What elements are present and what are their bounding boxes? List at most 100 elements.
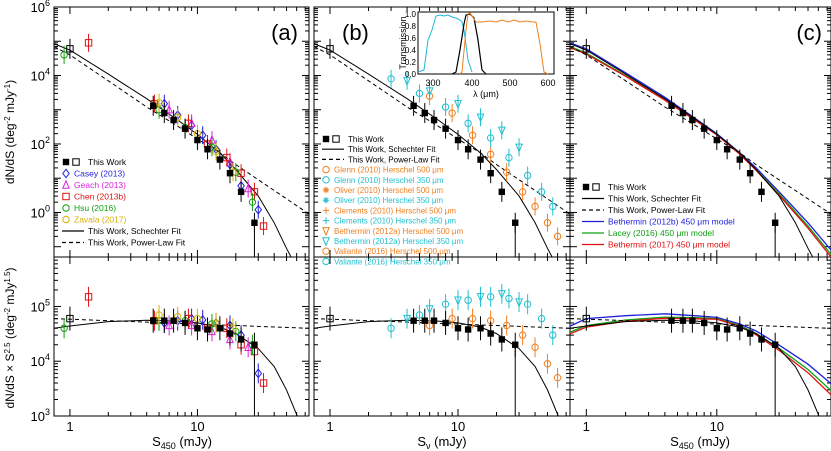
herschel-350-m-point — [415, 89, 424, 98]
this-work-point — [161, 317, 168, 324]
legend-label: This Work, Schechter Fit — [348, 145, 436, 154]
bottom-panel-frame — [313, 256, 571, 417]
herschel-350-m-point — [505, 294, 513, 303]
herschel-500-m-point — [468, 314, 477, 323]
bethermin-2017-450-m-model-line — [570, 317, 831, 396]
legend-marker — [322, 197, 330, 204]
herschel-350-m-point — [515, 143, 524, 153]
herschel-350-m-point — [515, 298, 524, 308]
legend-label: Bethermin (2017) 450 μm model — [608, 240, 730, 250]
inset-xtick: 500 — [502, 78, 517, 88]
legend-item-glenn-2010-herschel-350-m: Glenn (2010) Herschel 350 μm — [322, 176, 444, 185]
herschel-350-m-point — [403, 314, 412, 325]
legend-marker — [322, 247, 330, 255]
this-work-point — [66, 314, 74, 323]
herschel-350-m-point — [505, 153, 513, 162]
legend-item-this-work: This Work — [322, 135, 385, 144]
inset-ytick: 0.0 — [405, 70, 417, 79]
this-work-point — [746, 170, 754, 177]
hsu-2016-point — [208, 320, 216, 328]
legend-item-this-work: This Work — [62, 157, 127, 167]
legend-label: Clements (2010) Herschel 500 μm — [334, 206, 456, 215]
this-work-point — [736, 325, 743, 332]
legend-label: Valiante (2016) Herschel 500 μm — [334, 247, 451, 256]
casey-2013-point — [254, 204, 263, 215]
schechter-fit-line — [570, 43, 814, 257]
legend-item-oliver-2010-herschel-500-m: Oliver (2010) Herschel 500 μm — [322, 186, 443, 195]
this-work-point — [410, 317, 417, 324]
legend-item-this-work-schechter-fit: This Work, Schechter Fit — [322, 145, 436, 154]
this-work-point — [237, 336, 245, 343]
this-work-point — [464, 326, 472, 333]
this-work-point — [454, 136, 462, 144]
herschel-500-m-point — [553, 232, 562, 241]
legend-label: Glenn (2010) Herschel 500 μm — [334, 166, 444, 175]
inset-ytick: 0.6 — [405, 34, 417, 43]
legend-marker — [332, 135, 340, 143]
legend-label: Oliver (2010) Herschel 350 μm — [334, 196, 443, 205]
this-work-point — [723, 146, 731, 153]
legend-label: Bethermin (2012a) Herschel 350 μm — [334, 237, 463, 246]
power-law-fit-line — [570, 46, 831, 215]
geach-2013-point — [187, 319, 196, 330]
legend-item-clements-2010-herschel-500-m: Clements (2010) Herschel 500 μm — [322, 206, 456, 215]
herschel-350-m-point — [403, 77, 412, 87]
inset-ytick: 0.4 — [405, 46, 417, 55]
herschel-350-m-point — [387, 75, 395, 83]
legend-item-oliver-2010-herschel-350-m: Oliver (2010) Herschel 350 μm — [322, 196, 443, 205]
filter-transmission-inset: Transmission 0.0 0.2 0.4 0.6 0.8 1.0 300… — [398, 10, 556, 99]
this-work-point — [498, 336, 506, 343]
legend-marker — [322, 237, 330, 247]
y-tick-label: 106 — [31, 0, 50, 15]
legend-item-this-work-schechter-fit: This Work, Schechter Fit — [582, 194, 702, 204]
this-work-point — [746, 330, 754, 337]
legend-marker — [72, 158, 80, 166]
y-tick-label: 104 — [31, 66, 50, 83]
this-work-point — [582, 45, 591, 53]
legend-marker — [322, 176, 330, 184]
y-tick-label: 100 — [31, 203, 50, 220]
legend-label: Oliver (2010) Herschel 500 μm — [334, 186, 443, 195]
legend-marker — [62, 158, 70, 166]
this-work-point — [150, 317, 157, 324]
legend-marker — [322, 207, 330, 214]
y-tick-label: 103 — [31, 407, 50, 424]
chen-2013b-point — [223, 153, 231, 162]
legend-item-glenn-2010-herschel-500-m: Glenn (2010) Herschel 500 μm — [322, 166, 444, 175]
legend-label: Lacey (2016) 450 μm model — [608, 228, 714, 238]
bottom-data-layer — [314, 283, 570, 416]
schechter-fit-line — [570, 319, 820, 416]
legend-marker — [62, 179, 70, 189]
this-work-point — [194, 136, 201, 144]
this-work-point — [194, 325, 201, 332]
chen-2013b-point — [84, 293, 93, 301]
legend-marker — [322, 186, 330, 194]
legend-label: Valiante (2016) Herschel 350 μm — [334, 257, 451, 266]
x-axis-label-a: S450 (mJy) — [152, 434, 212, 451]
this-work-point — [430, 116, 438, 124]
legend-label: This Work, Power-Law Fit — [608, 205, 706, 215]
this-work-point — [668, 317, 675, 324]
x-tick-label: 1 — [326, 419, 333, 434]
legend-marker — [62, 204, 70, 212]
this-work-point — [150, 102, 157, 110]
this-work-point — [689, 317, 696, 324]
legend-item-bethermin-2012b-450-m-model: Bethermin (2012b) 450 μm model — [582, 217, 735, 227]
inset-xtick: 300 — [425, 78, 440, 88]
zavala-2017-point — [212, 147, 220, 156]
legend-marker — [62, 215, 70, 224]
bottom-panel-frame — [53, 256, 310, 417]
herschel-350-m-point — [387, 324, 395, 332]
legend-label: Clements (2010) Herschel 350 μm — [334, 217, 456, 226]
bottom-y-axis-label: dN/dS × S2.5 (deg-2 mJy1.5) — [3, 267, 17, 408]
panel-label-b: (b) — [342, 20, 369, 45]
legend-item-lacey-2016-450-m-model: Lacey (2016) 450 μm model — [582, 228, 714, 238]
legend-item-this-work-power-law-fit: This Work, Power-Law Fit — [62, 238, 186, 248]
power-law-fit-line — [570, 318, 831, 329]
legend-label: This Work, Power-Law Fit — [348, 155, 440, 164]
this-work-point — [326, 45, 334, 53]
y-tick-label: 102 — [31, 135, 50, 152]
legend-item-this-work-schechter-fit: This Work, Schechter Fit — [62, 226, 182, 236]
x-tick-label: 1 — [583, 419, 590, 434]
herschel-350-m-point — [415, 311, 424, 319]
